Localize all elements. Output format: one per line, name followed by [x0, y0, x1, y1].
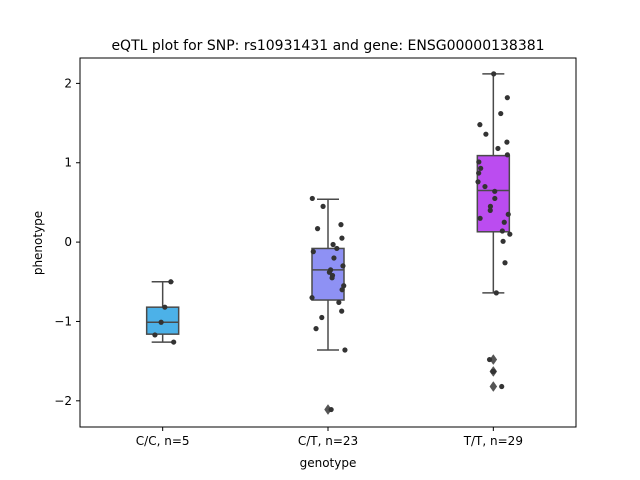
data-point	[495, 145, 501, 152]
x-tick-label: C/C, n=5	[136, 434, 190, 448]
data-point	[320, 203, 326, 209]
y-tick-label: −1	[54, 314, 72, 328]
data-point	[475, 179, 481, 185]
data-point	[314, 226, 321, 232]
y-tick-label: 1	[64, 156, 72, 170]
data-point	[328, 406, 334, 413]
data-point	[338, 222, 344, 228]
data-point	[336, 299, 342, 306]
data-point	[330, 241, 336, 248]
data-point	[339, 235, 345, 241]
data-point	[499, 228, 505, 234]
box-group-1	[145, 281, 180, 343]
x-tick-label: C/T, n=23	[298, 434, 358, 448]
data-point	[334, 245, 340, 252]
data-point	[309, 195, 315, 202]
data-point	[310, 249, 316, 255]
data-point	[486, 356, 493, 363]
data-point	[309, 295, 315, 301]
y-axis-label: phenotype	[31, 211, 45, 275]
data-point	[342, 347, 348, 353]
plot-area	[145, 71, 513, 415]
data-point	[339, 308, 345, 314]
data-point	[483, 131, 489, 137]
data-point	[491, 71, 497, 77]
data-point	[158, 319, 164, 325]
data-point	[482, 183, 488, 190]
data-point	[331, 255, 337, 261]
data-point	[498, 110, 504, 117]
data-point	[504, 139, 510, 145]
data-point	[171, 339, 177, 345]
data-point	[477, 215, 483, 221]
data-point	[501, 219, 507, 225]
chart-title: eQTL plot for SNP: rs10931431 and gene: …	[111, 38, 544, 54]
data-point	[319, 314, 325, 321]
data-point	[492, 188, 498, 194]
data-point	[339, 287, 345, 293]
data-point	[341, 283, 347, 289]
data-point	[492, 195, 498, 202]
y-axis: −2 −1 0 1 2	[54, 76, 80, 408]
data-point	[504, 95, 510, 101]
box-group-2	[311, 198, 345, 415]
data-point	[502, 260, 508, 266]
data-point	[477, 122, 483, 128]
data-point	[152, 332, 158, 338]
y-tick-label: 0	[64, 235, 72, 249]
data-point	[500, 238, 506, 244]
data-point	[505, 211, 511, 217]
data-point	[499, 383, 505, 390]
y-tick-label: 2	[64, 76, 72, 90]
outlier-marker	[489, 381, 498, 392]
x-axis: C/C, n=5 C/T, n=23 T/T, n=29	[136, 427, 523, 448]
x-tick-label: T/T, n=29	[463, 434, 523, 448]
data-point	[476, 159, 482, 165]
data-point	[490, 368, 496, 375]
data-point	[478, 165, 484, 171]
data-point	[493, 290, 499, 296]
data-point	[313, 326, 319, 332]
box-group-3	[476, 73, 511, 392]
data-point	[504, 152, 511, 158]
data-point	[476, 170, 482, 176]
data-point	[168, 279, 174, 285]
y-tick-label: −2	[54, 394, 72, 408]
data-point	[162, 304, 168, 310]
x-axis-label: genotype	[300, 456, 357, 470]
data-point	[507, 231, 513, 237]
data-point	[487, 203, 494, 209]
data-point	[329, 275, 335, 281]
data-point	[326, 269, 333, 275]
data-point	[340, 263, 346, 269]
data-point	[487, 207, 493, 213]
